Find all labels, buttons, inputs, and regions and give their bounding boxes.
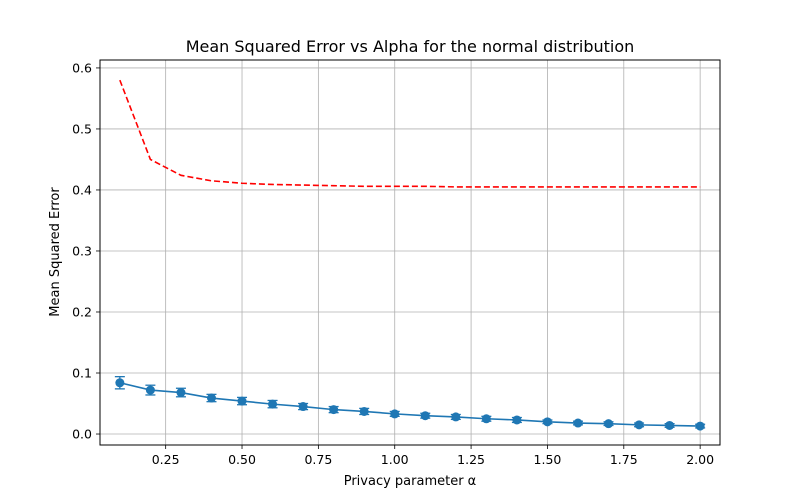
series-1-point — [298, 402, 308, 412]
series-1-point — [115, 378, 125, 388]
series-1-point — [604, 419, 614, 429]
series-1-point — [329, 405, 339, 415]
series-0-line — [119, 79, 701, 188]
x-tick-label: 0.50 — [228, 452, 256, 467]
grid — [100, 60, 720, 445]
series-1-point — [512, 415, 522, 425]
series-1-point — [145, 385, 155, 395]
series-1-point — [481, 414, 491, 424]
x-tick-label: 1.25 — [457, 452, 485, 467]
series-1-point — [634, 420, 644, 430]
y-axis-label: Mean Squared Error — [48, 187, 63, 317]
y-tick-label: 0.1 — [72, 366, 92, 381]
x-tick-label: 1.00 — [381, 452, 409, 467]
y-tick-label: 0.0 — [72, 427, 92, 442]
chart-title: Mean Squared Error vs Alpha for the norm… — [186, 37, 635, 56]
x-axis-label: Privacy parameter α — [344, 474, 477, 489]
series-1-point — [695, 421, 705, 431]
y-tick-label: 0.5 — [72, 121, 92, 136]
series-1-point — [665, 420, 675, 430]
y-tick-label: 0.6 — [72, 60, 92, 75]
series-1-point — [206, 393, 216, 403]
x-tick-label: 2.00 — [686, 452, 714, 467]
series-1-point — [573, 418, 583, 428]
x-tick-label: 1.75 — [610, 452, 638, 467]
x-tick-label: 0.75 — [304, 452, 332, 467]
x-tick-label: 0.25 — [152, 452, 180, 467]
series-1-point — [268, 399, 278, 409]
series-layer — [114, 79, 706, 431]
ticks: 0.25 0.50 0.75 1.00 1.25 1.50 1.75 2.00 0.0 0.1 0.… — [72, 60, 714, 467]
series-1-point — [359, 406, 369, 416]
series-1-point — [420, 411, 430, 421]
series-1-line — [119, 381, 701, 427]
series-1-point — [542, 417, 552, 427]
series-1-point — [176, 388, 186, 398]
x-tick-label: 1.50 — [534, 452, 562, 467]
plot-frame — [99, 59, 721, 446]
series-1-point — [237, 396, 247, 406]
y-tick-label: 0.3 — [72, 243, 92, 258]
y-tick-label: 0.4 — [72, 182, 92, 197]
series-1-point — [390, 409, 400, 419]
series-1-point — [451, 412, 461, 422]
y-tick-label: 0.2 — [72, 304, 92, 319]
